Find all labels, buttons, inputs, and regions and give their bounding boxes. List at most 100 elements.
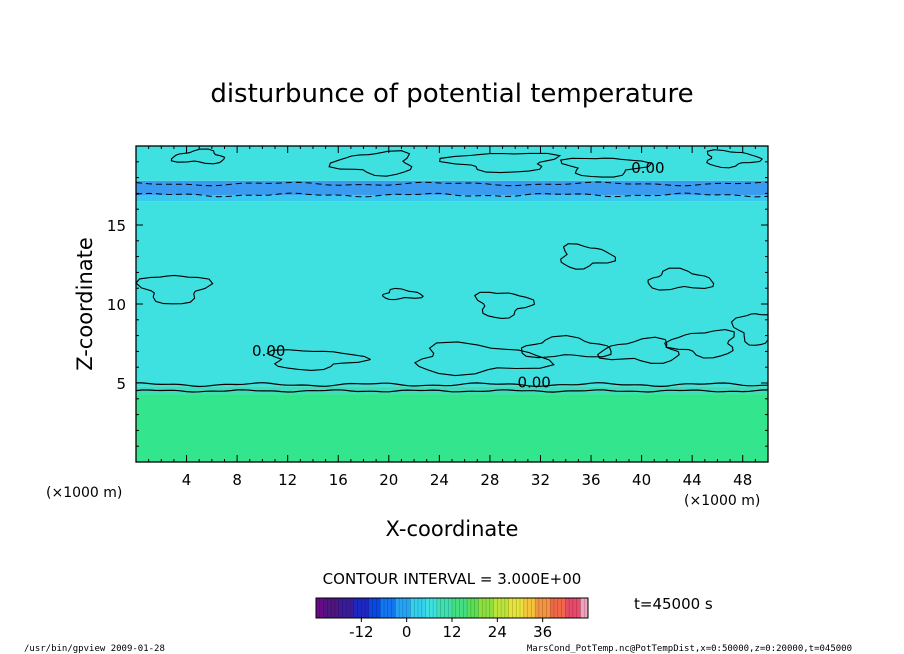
colorbar-cell [368, 598, 374, 618]
colorbar-cell [384, 598, 389, 618]
colorbar-cell [365, 598, 370, 618]
y-unit-label: (×1000 m) [46, 485, 122, 501]
colorbar-cell [380, 598, 385, 618]
colorbar-cell [538, 598, 544, 618]
colorbar-cell [565, 598, 570, 618]
colorbar-cell [334, 598, 340, 618]
colorbar-cell [387, 598, 392, 618]
colorbar-cell [512, 598, 517, 618]
contour-blob-14 [706, 149, 763, 169]
contour-label-2: 0.00 [517, 374, 550, 392]
colorbar-cell [550, 598, 555, 618]
colorbar-cell [535, 598, 540, 618]
colorbar-cell [470, 598, 476, 618]
contour-blob-9 [647, 267, 715, 291]
contour-blob-5 [663, 329, 735, 359]
colorbar-cell [418, 598, 423, 618]
colorbar-cell [316, 598, 321, 618]
colorbar-cell [576, 598, 581, 618]
colorbar-cell [395, 598, 400, 618]
contour-blob-4 [596, 336, 680, 364]
colorbar-cell [448, 598, 453, 618]
x-tick-label-5: 24 [430, 471, 449, 489]
colorbar-cell [478, 598, 483, 618]
contour-blob-15 [381, 287, 424, 301]
contour-lines [135, 148, 769, 393]
colorbar-cell [501, 598, 506, 618]
colorbar-cell [459, 598, 464, 618]
colorbar-tick-label-0: -12 [349, 623, 374, 641]
colorbar-cell [557, 598, 562, 618]
colorbar-cell [436, 598, 442, 618]
x-tick-label-11: 48 [733, 471, 752, 489]
colorbar-cell [357, 598, 362, 618]
y-axis-label: Z-coordinate [73, 237, 97, 371]
y-axis: 5 10 15 [107, 161, 768, 447]
colorbar-cell [489, 598, 494, 618]
colorbar-cell [486, 598, 491, 618]
colorbar-cell [497, 598, 502, 618]
footer-left: /usr/bin/gpview 2009-01-28 [24, 644, 165, 654]
colorbar-cell [372, 598, 377, 618]
colorbar-cell [414, 598, 419, 618]
colorbar-cell [455, 598, 460, 618]
contour-blob-8 [560, 243, 616, 270]
contour-label-0: 0.00 [631, 159, 664, 177]
colorbar-cell [493, 598, 498, 618]
x-tick-label-10: 44 [683, 471, 702, 489]
colorbar-cell [527, 598, 532, 618]
contour-blob-2 [413, 341, 555, 377]
colorbar-cell [421, 598, 426, 618]
contour-label-group: 0.00 0.00 0.00 [252, 159, 665, 392]
x-tick-label-8: 36 [581, 471, 600, 489]
contour-blob-3 [520, 335, 612, 359]
colorbar-tick-label-1: 0 [402, 623, 412, 641]
contour-blob-12 [439, 152, 562, 174]
y-tick-label-2: 15 [107, 217, 126, 235]
colorbar-cell [350, 598, 355, 618]
colorbar-cell [323, 598, 328, 618]
time-label: t=45000 s [634, 595, 713, 613]
colorbar-cell [467, 598, 472, 618]
colorbar-cell [561, 598, 566, 618]
plot-area [136, 146, 768, 462]
shade-layer-0 [136, 394, 768, 462]
colorbar-cell [399, 598, 404, 618]
contour-zero-upper [135, 382, 769, 388]
shade-layer-3 [136, 194, 768, 202]
colorbar-tick-label-4: 36 [533, 623, 552, 641]
colorbar-cell [353, 598, 358, 618]
contour-zero-lower [135, 389, 769, 393]
x-tick-label-2: 12 [278, 471, 297, 489]
colorbar-cell [474, 598, 479, 618]
colorbar-cell [463, 598, 468, 618]
colorbar-cell [520, 598, 525, 618]
contour-blob-7 [473, 291, 536, 319]
contour-blob-13 [560, 157, 653, 178]
x-tick-label-4: 20 [379, 471, 398, 489]
colorbar-cell [504, 598, 510, 618]
colorbar-cell [508, 598, 513, 618]
colorbar-cell [425, 598, 430, 618]
shade-layer-1 [136, 386, 768, 395]
contour-blob-11 [328, 150, 413, 177]
colorbar-cell [452, 598, 457, 618]
colorbar-cell [346, 598, 351, 618]
colorbar-cell [572, 598, 578, 618]
x-axis: 4 8 12 16 20 24 28 32 36 40 44 48 [148, 146, 756, 489]
colorbar-cell [331, 598, 336, 618]
colorbar-cell [584, 598, 589, 618]
x-tick-label-1: 8 [232, 471, 242, 489]
contour-blob-10 [170, 148, 226, 165]
x-axis-label: X-coordinate [386, 517, 519, 541]
colorbar-cell [338, 598, 343, 618]
shade-layer-2 [136, 201, 768, 387]
y-tick-label-1: 10 [107, 296, 126, 314]
x-tick-label-9: 40 [632, 471, 651, 489]
colorbar-cell [319, 598, 324, 618]
colorbar-cell [542, 598, 547, 618]
contour-label-1: 0.00 [252, 342, 285, 360]
colorbar-cell [440, 598, 445, 618]
colorbar-cell [410, 598, 415, 618]
